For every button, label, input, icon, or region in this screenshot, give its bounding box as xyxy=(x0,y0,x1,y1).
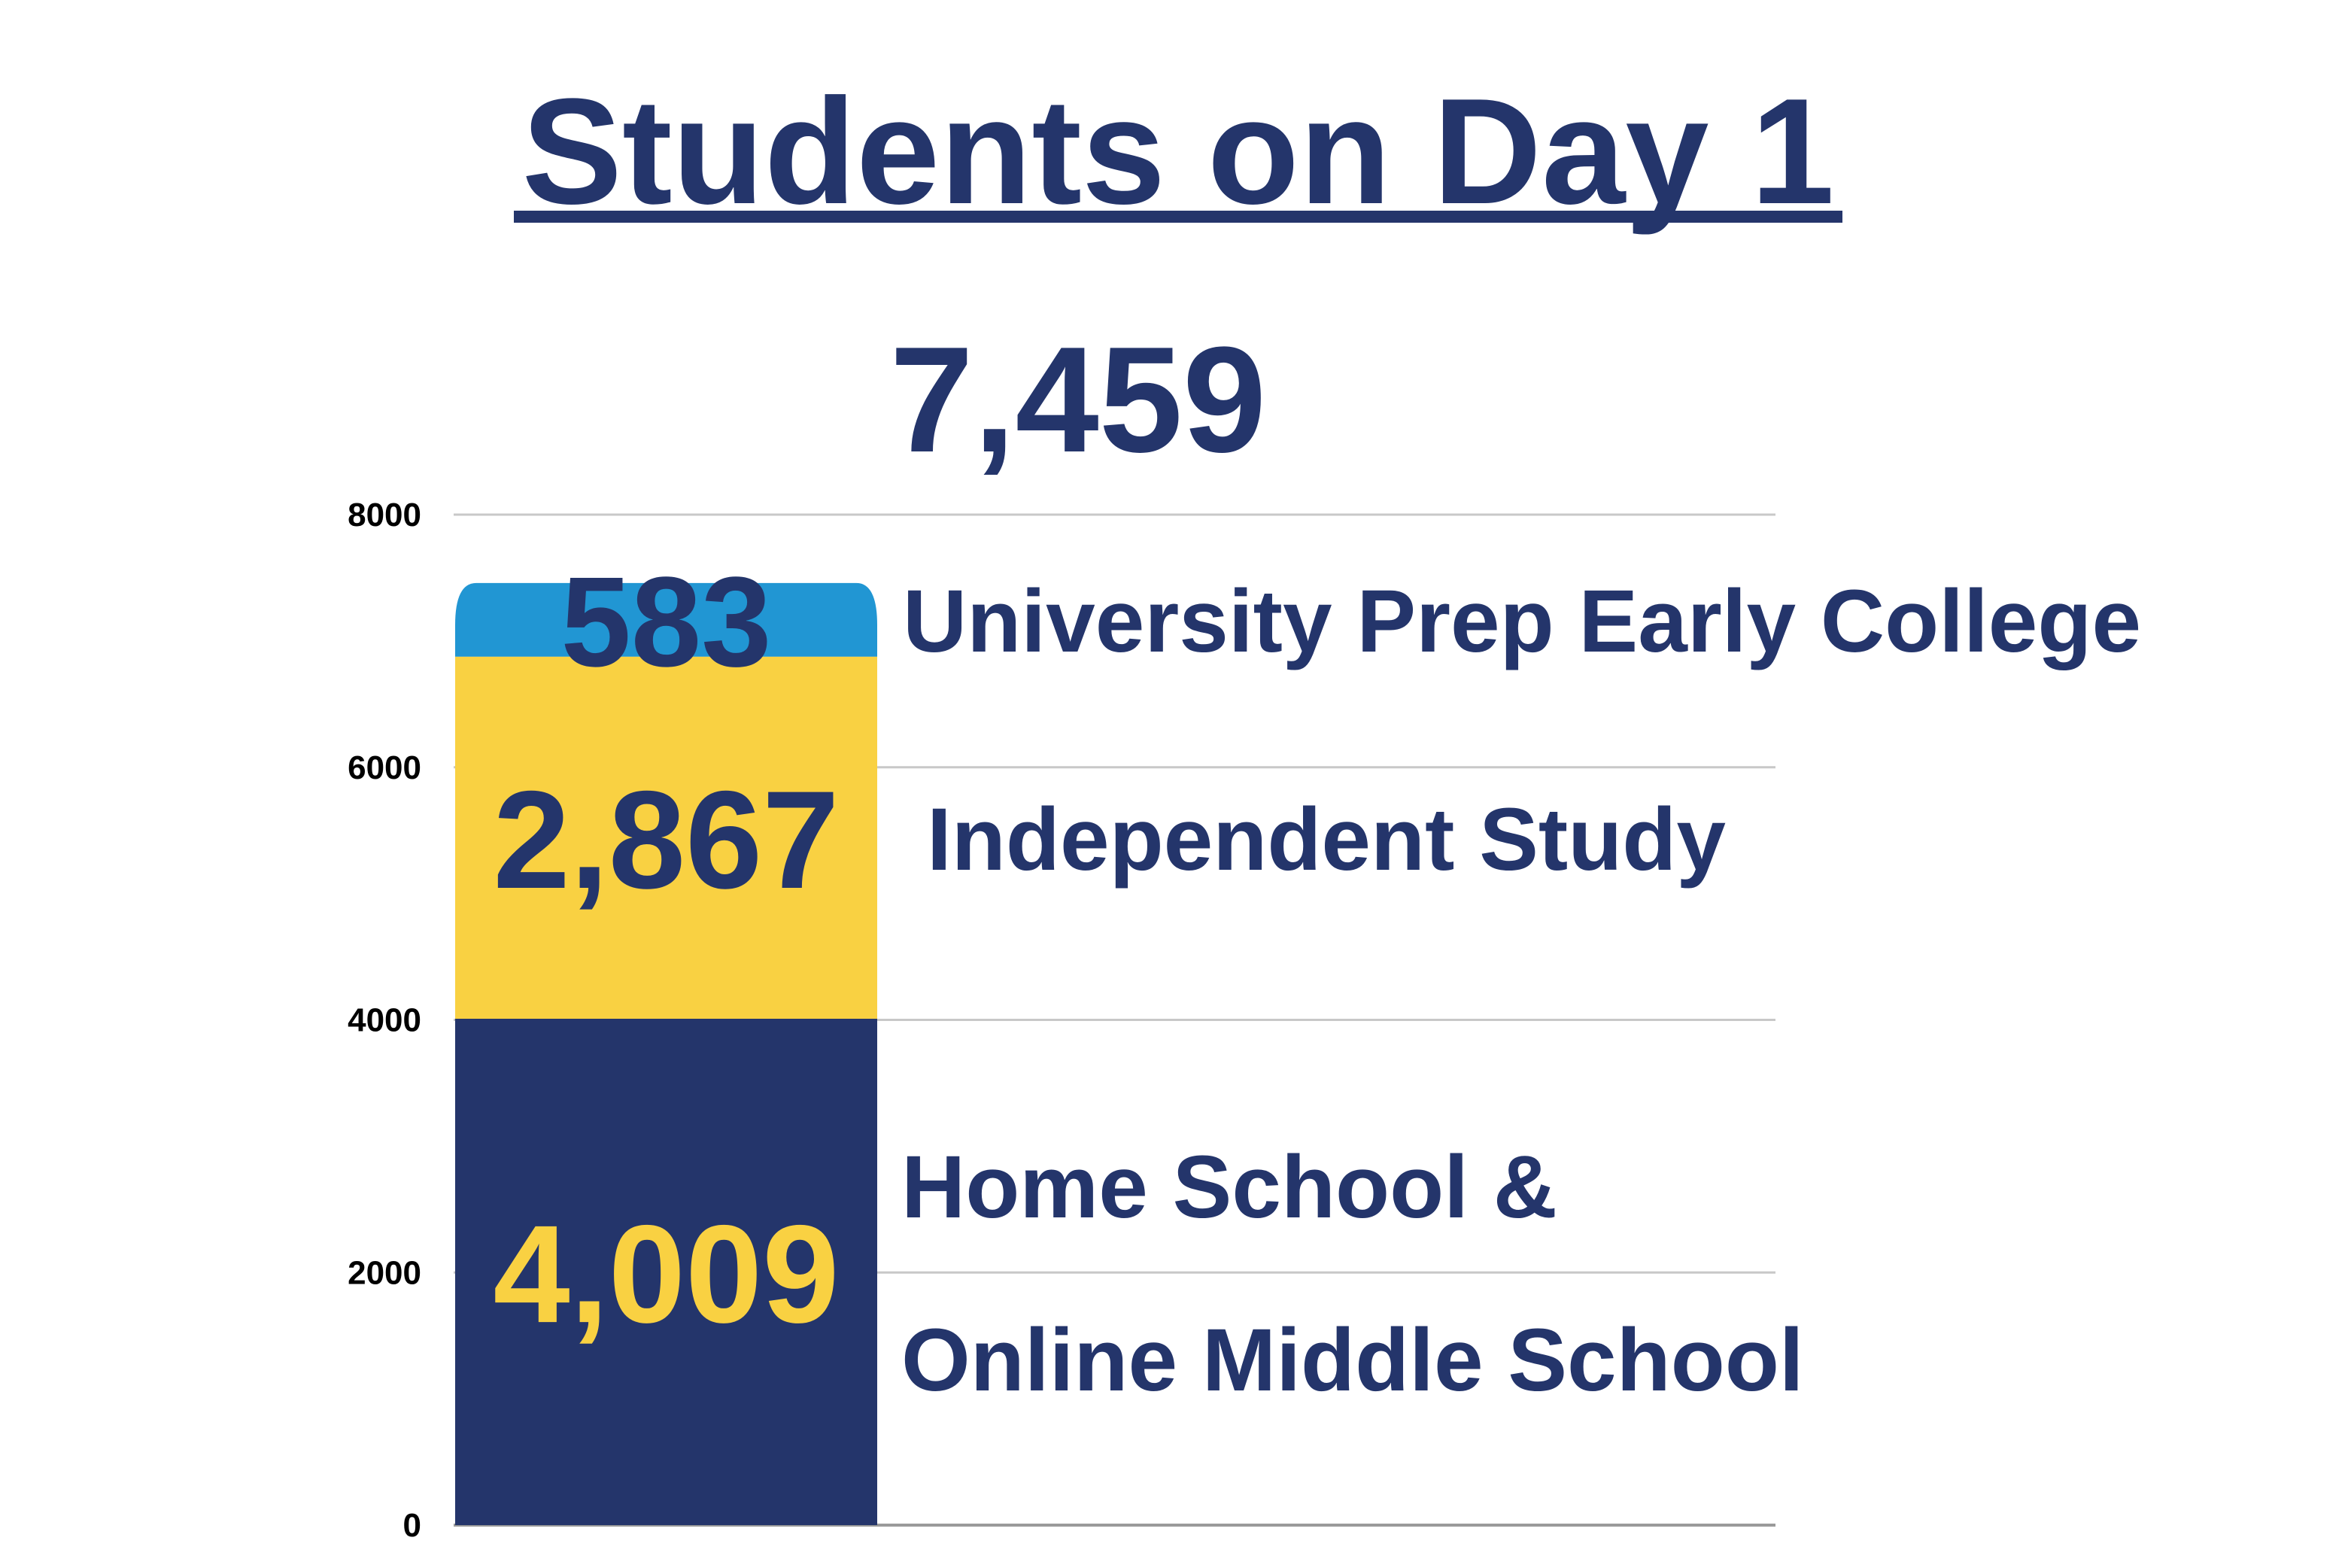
bar-segment xyxy=(455,582,877,657)
segment-value-label: 4,009 xyxy=(494,1197,840,1352)
category-label: University Prep Early College xyxy=(903,572,2141,671)
y-tick-label: 4000 xyxy=(348,1002,421,1039)
y-tick-label: 6000 xyxy=(348,749,421,786)
bar-segments xyxy=(455,582,877,1525)
y-axis-ticks: 0 2000 4000 6000 8000 xyxy=(348,497,421,1544)
segment-value-labels: 4,009 2,867 583 xyxy=(494,551,840,1352)
segment-value-label: 2,867 xyxy=(494,763,840,918)
chart-title: Students on Day 1 xyxy=(522,68,1835,236)
title-underline xyxy=(514,211,1842,223)
bar-segment xyxy=(455,656,877,1019)
category-labels: Home School & Online Middle School Indepen… xyxy=(901,572,2141,1410)
bar-segment xyxy=(455,1018,877,1525)
y-tick-label: 8000 xyxy=(348,497,421,533)
category-label: Online Middle School xyxy=(901,1311,1804,1410)
y-tick-label: 0 xyxy=(403,1507,421,1544)
segment-value-label: 583 xyxy=(561,551,772,694)
total-label: 7,459 xyxy=(890,316,1267,484)
category-label: Independent Study xyxy=(927,790,1726,889)
category-label: Home School & xyxy=(901,1138,1557,1237)
y-tick-label: 2000 xyxy=(348,1254,421,1291)
